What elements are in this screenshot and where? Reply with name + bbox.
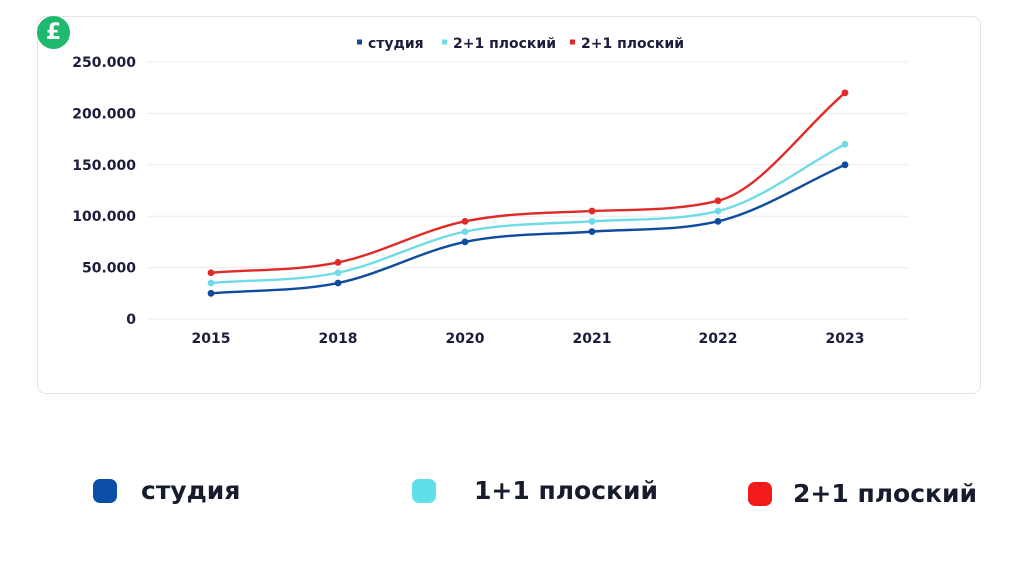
data-point: [334, 279, 342, 287]
legend-marker: [357, 39, 362, 45]
data-point: [207, 279, 215, 287]
legend-marker: [442, 39, 447, 45]
series-line: [210, 91, 846, 274]
data-point: [334, 269, 342, 277]
bottom-legend-item-2plus1: 2+1 плоский: [748, 479, 977, 508]
x-tick-label: 2020: [446, 331, 485, 347]
data-point: [461, 217, 469, 225]
bottom-legend-item-studio: студия: [93, 476, 240, 505]
2plus1-swatch: [748, 481, 772, 506]
bottom-legend-label: студия: [141, 476, 241, 505]
data-point: [841, 140, 849, 148]
line-chart: 0 50.000 100.000 150.000 200.000 250.000 2015…: [72, 36, 908, 347]
data-point: [588, 207, 596, 215]
1plus1-swatch: [412, 478, 436, 503]
series-lines: [210, 91, 846, 295]
y-tick-label: 150.000: [72, 158, 136, 174]
x-tick-label: 2022: [699, 331, 738, 347]
series-points: [207, 89, 849, 297]
data-point: [588, 217, 596, 225]
y-tick-label: 200.000: [72, 106, 136, 122]
data-point: [207, 289, 215, 297]
y-tick-label: 250.000: [72, 55, 136, 71]
legend-label: 2+1 плоский: [581, 36, 684, 52]
data-point: [334, 259, 342, 266]
data-point: [841, 161, 849, 169]
y-tick-label: 50.000: [82, 261, 136, 277]
bottom-legend-label: 1+1 плоский: [474, 476, 659, 505]
grid-lines: [147, 61, 908, 320]
x-tick-label: 2018: [319, 331, 358, 347]
legend-label: 2+1 плоский: [453, 36, 556, 52]
x-axis-ticks: 2015 2018 2020 2021 2022 2023: [192, 331, 865, 347]
bottom-legend-label: 2+1 плоский: [793, 479, 978, 508]
data-point: [588, 228, 596, 236]
studio-swatch: [93, 478, 117, 503]
series-line: [210, 143, 846, 285]
chart-card: [37, 16, 981, 394]
x-tick-label: 2015: [192, 331, 231, 347]
data-point: [714, 217, 722, 225]
y-tick-label: 100.000: [72, 209, 136, 225]
data-point: [461, 238, 469, 246]
chart-legend: студия 2+1 плоский 2+1 плоский: [357, 36, 684, 52]
y-axis-ticks: 0 50.000 100.000 150.000 200.000 250.000: [72, 55, 136, 328]
data-point: [714, 197, 722, 205]
x-tick-label: 2021: [573, 331, 612, 347]
pound-currency-icon: £: [37, 16, 70, 49]
data-point: [207, 269, 215, 277]
y-tick-label: 0: [126, 312, 136, 328]
x-tick-label: 2023: [826, 331, 865, 347]
data-point: [461, 228, 469, 236]
series-line: [210, 163, 846, 295]
legend-marker: [570, 39, 575, 45]
legend-label: студия: [368, 36, 424, 52]
data-point: [714, 207, 722, 215]
bottom-legend-item-1plus1: 1+1 плоский: [412, 476, 658, 505]
data-point: [841, 89, 849, 97]
